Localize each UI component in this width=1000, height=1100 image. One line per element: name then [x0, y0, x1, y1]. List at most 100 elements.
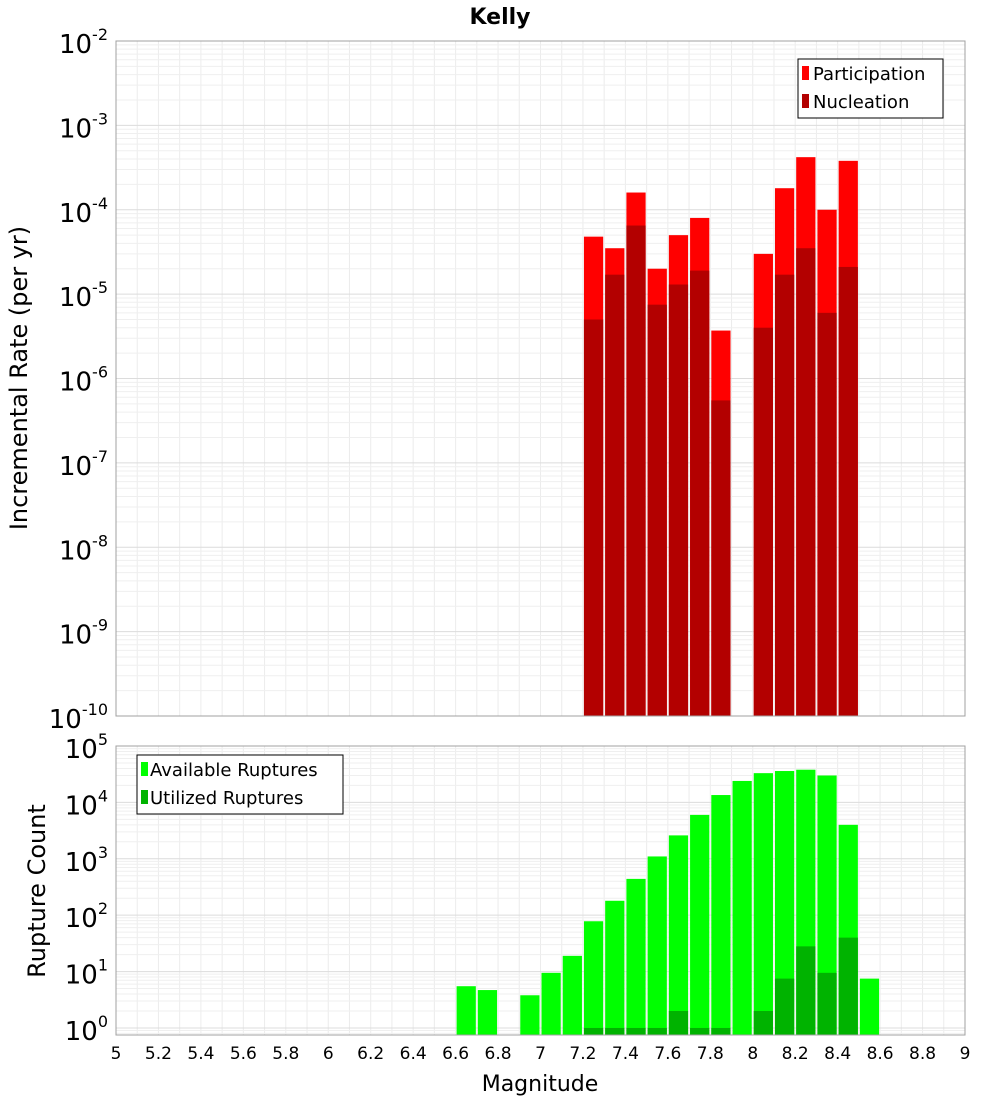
top-bar-nucleation [626, 225, 646, 716]
bottom-legend: Available Ruptures Utilized Ruptures [136, 754, 344, 815]
x-tick-label: 7.6 [654, 1044, 681, 1064]
x-tick-label: 8.2 [782, 1044, 809, 1064]
top-bar-nucleation [647, 304, 667, 716]
x-tick-label: 5.2 [145, 1044, 172, 1064]
x-tick-label: 5.8 [272, 1044, 299, 1064]
bottom-bar-available-ruptures [583, 921, 604, 1035]
legend-label-available: Available Ruptures [150, 760, 318, 781]
bottom-y-tick-label: 102 [65, 899, 108, 934]
bottom-bar-available-ruptures [647, 856, 667, 1035]
x-tick-label: 7 [535, 1044, 546, 1064]
top-bar-nucleation [774, 274, 795, 716]
x-tick-label: 9 [960, 1044, 971, 1064]
x-tick-label: 5 [111, 1044, 122, 1064]
legend-label-participation: Participation [813, 64, 925, 85]
bottom-bar-utilized-ruptures [838, 937, 858, 1035]
legend-swatch-available [141, 762, 148, 776]
bottom-bar-utilized-ruptures [647, 1027, 667, 1035]
top-bar-nucleation [605, 274, 625, 716]
x-tick-labels: 5 5.2 5.4 5.6 5.8 6 6.2 6.4 6.6 6.8 7 7.2 7.4 7.6 7.8 8… [111, 1044, 971, 1064]
x-tick-label: 6.6 [442, 1044, 469, 1064]
bottom-bar-utilized-ruptures [753, 1010, 773, 1035]
legend-label-nucleation: Nucleation [813, 92, 909, 113]
top-y-tick-labels: 10-10 10-9 10-8 10-7 10-6 10-5 10-4 10-3 10-2 [49, 25, 108, 735]
x-tick-label: 8.4 [824, 1044, 851, 1064]
x-tick-label: 5.6 [230, 1044, 257, 1064]
x-tick-label: 6.4 [400, 1044, 427, 1064]
top-legend-box [797, 58, 944, 119]
bottom-bar-available-ruptures [753, 773, 773, 1035]
bottom-y-tick-label: 103 [65, 843, 108, 878]
bottom-bar-utilized-ruptures [774, 978, 795, 1035]
bottom-bar-available-ruptures [626, 878, 646, 1035]
bottom-bar-available-ruptures [817, 775, 837, 1035]
bottom-plot-frame [115, 745, 966, 1036]
top-y-tick-label: 10-2 [59, 25, 108, 60]
top-bar-nucleation [583, 319, 604, 716]
bottom-y-tick-label: 101 [65, 956, 108, 991]
bottom-bar-utilized-ruptures [626, 1027, 646, 1035]
top-grid [115, 40, 966, 717]
bottom-y-tick-labels: 100 101 102 103 104 105 [65, 730, 108, 1047]
x-tick-label: 6.2 [357, 1044, 384, 1064]
top-bar-nucleation [838, 266, 858, 716]
x-tick-label: 7.4 [612, 1044, 639, 1064]
bottom-bar-utilized-ruptures [817, 972, 837, 1035]
bottom-bar-utilized-ruptures [690, 1027, 710, 1035]
bottom-bar-utilized-ruptures [711, 1027, 731, 1035]
top-y-tick-label: 10-8 [59, 531, 108, 566]
bottom-y-tick-label: 104 [65, 786, 108, 821]
legend-swatch-nucleation [802, 94, 809, 108]
x-tick-label: 7.8 [697, 1044, 724, 1064]
x-tick-label: 8.8 [909, 1044, 936, 1064]
top-y-tick-label: 10-7 [59, 447, 108, 482]
bottom-bar-available-ruptures [541, 972, 561, 1035]
top-legend: Participation Nucleation [797, 58, 944, 119]
top-y-axis-label: Incremental Rate (per yr) [5, 226, 33, 530]
bottom-bars [456, 769, 880, 1035]
bottom-legend-box [136, 754, 344, 815]
top-bar-nucleation [668, 284, 689, 716]
bottom-bar-available-ruptures [668, 835, 689, 1035]
x-tick-label: 5.4 [187, 1044, 214, 1064]
bottom-bar-available-ruptures [690, 814, 710, 1035]
chart-title: Kelly [469, 5, 530, 30]
top-plot-area: 10-10 10-9 10-8 10-7 10-6 10-5 10-4 10-3 10-2 Pa… [5, 25, 966, 735]
bottom-bar-utilized-ruptures [668, 1010, 689, 1035]
top-bar-nucleation [796, 248, 816, 717]
legend-label-utilized: Utilized Ruptures [150, 788, 303, 809]
x-tick-label: 6 [323, 1044, 334, 1064]
bottom-bar-available-ruptures [605, 900, 625, 1035]
bottom-bar-available-ruptures [477, 990, 498, 1035]
bottom-bar-available-ruptures [859, 978, 880, 1035]
bottom-bar-available-ruptures [711, 795, 731, 1035]
top-bar-nucleation [690, 270, 710, 716]
bottom-bar-available-ruptures [456, 986, 476, 1035]
top-y-tick-label: 10-6 [59, 363, 108, 398]
legend-swatch-utilized [141, 790, 148, 804]
top-bar-nucleation [817, 312, 837, 716]
x-tick-label: 6.8 [485, 1044, 512, 1064]
bottom-bar-available-ruptures [774, 771, 795, 1035]
x-tick-label: 8.6 [867, 1044, 894, 1064]
bottom-plot-area: 100 101 102 103 104 105 Available Ruptures Ut… [23, 730, 970, 1097]
x-tick-label: 7.2 [569, 1044, 596, 1064]
bottom-y-tick-label: 105 [65, 730, 108, 765]
x-axis-label: Magnitude [482, 1072, 599, 1097]
top-y-tick-label: 10-9 [59, 616, 108, 651]
top-plot-frame [115, 40, 966, 717]
top-y-tick-label: 10-5 [59, 278, 108, 313]
top-bars [583, 157, 858, 717]
bottom-bar-utilized-ruptures [605, 1027, 625, 1035]
top-bar-nucleation [711, 400, 731, 716]
bottom-bar-available-ruptures [732, 780, 752, 1035]
top-y-tick-label: 10-3 [59, 109, 108, 144]
bottom-y-axis-label: Rupture Count [23, 804, 51, 978]
top-y-tick-label: 10-10 [49, 700, 108, 735]
top-y-tick-label: 10-4 [59, 194, 108, 229]
bottom-bar-utilized-ruptures [796, 946, 816, 1035]
bottom-bar-utilized-ruptures [583, 1027, 604, 1035]
top-bar-nucleation [753, 327, 773, 716]
legend-swatch-participation [802, 66, 809, 80]
